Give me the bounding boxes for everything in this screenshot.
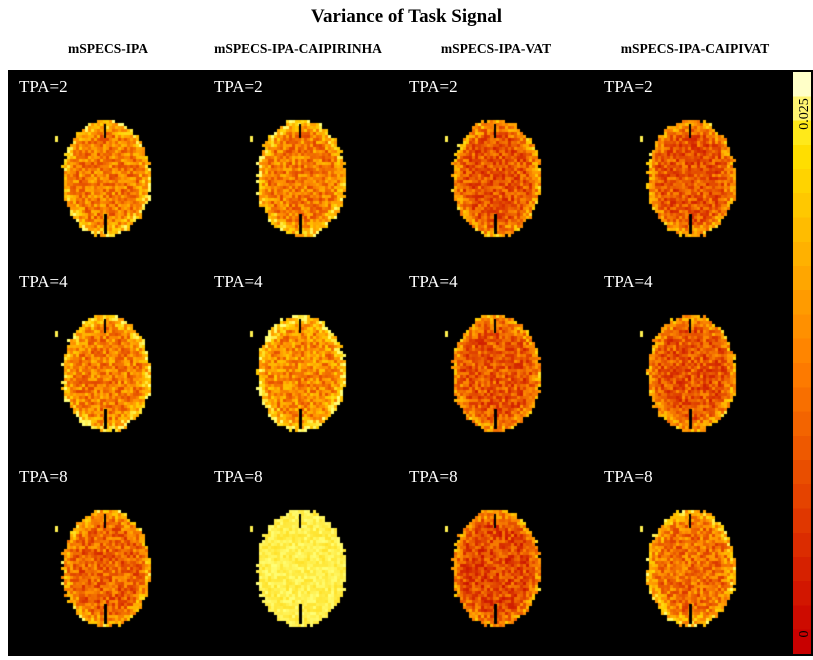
panel-r1-c2: TPA=4 bbox=[398, 265, 593, 460]
panel-label: TPA=2 bbox=[214, 77, 263, 96]
brain-map bbox=[203, 460, 398, 655]
panel-r2-c3: TPA=8 bbox=[593, 460, 788, 655]
panel-r1-c1: TPA=4 bbox=[203, 265, 398, 460]
panel-r1-c0: TPA=4 bbox=[8, 265, 203, 460]
panel-label: TPA=8 bbox=[214, 467, 263, 486]
brain-map bbox=[203, 70, 398, 265]
panel-label: TPA=4 bbox=[604, 272, 653, 291]
panel-r0-c0: TPA=2 bbox=[8, 70, 203, 265]
brain-map bbox=[203, 265, 398, 460]
panel-r0-c2: TPA=2 bbox=[398, 70, 593, 265]
panel-label: TPA=8 bbox=[19, 467, 68, 486]
column-header-mspecs-ipa: mSPECS-IPA bbox=[67, 41, 149, 56]
panel-r0-c1: TPA=2 bbox=[203, 70, 398, 265]
panel-label: TPA=4 bbox=[409, 272, 458, 291]
brain-map bbox=[8, 460, 203, 655]
panel-r0-c3: TPA=2 bbox=[593, 70, 788, 265]
column-header-caipirinha: mSPECS-IPA-CAIPIRINHA bbox=[214, 41, 382, 56]
brain-map bbox=[398, 265, 593, 460]
column-header-caipivat: mSPECS-IPA-CAIPIVAT bbox=[620, 41, 770, 56]
colorbar: 0.025 0 bbox=[791, 70, 813, 656]
figure-title: Variance of Task Signal bbox=[311, 6, 502, 27]
colorbar-max-label: 0.025 bbox=[797, 98, 812, 130]
panel-label: TPA=2 bbox=[19, 77, 68, 96]
colorbar-gradient bbox=[793, 72, 811, 654]
panel-label: TPA=8 bbox=[409, 467, 458, 486]
column-header-vat: mSPECS-IPA-VAT bbox=[440, 41, 552, 56]
brain-map bbox=[593, 70, 788, 265]
panel-r1-c3: TPA=4 bbox=[593, 265, 788, 460]
panel-label: TPA=2 bbox=[409, 77, 458, 96]
brain-map bbox=[593, 460, 788, 655]
image-grid: TPA=2 TPA=2 TPA=2 TPA=2 TPA=4 TPA=4 TPA=… bbox=[8, 70, 791, 656]
panel-r2-c1: TPA=8 bbox=[203, 460, 398, 655]
brain-map bbox=[398, 460, 593, 655]
panel-label: TPA=8 bbox=[604, 467, 653, 486]
panel-label: TPA=4 bbox=[214, 272, 263, 291]
brain-map bbox=[593, 265, 788, 460]
brain-map bbox=[8, 70, 203, 265]
colorbar-min-label: 0 bbox=[797, 630, 812, 638]
brain-map bbox=[8, 265, 203, 460]
panel-r2-c0: TPA=8 bbox=[8, 460, 203, 655]
panel-label: TPA=4 bbox=[19, 272, 68, 291]
panel-label: TPA=2 bbox=[604, 77, 653, 96]
panel-r2-c2: TPA=8 bbox=[398, 460, 593, 655]
brain-map bbox=[398, 70, 593, 265]
